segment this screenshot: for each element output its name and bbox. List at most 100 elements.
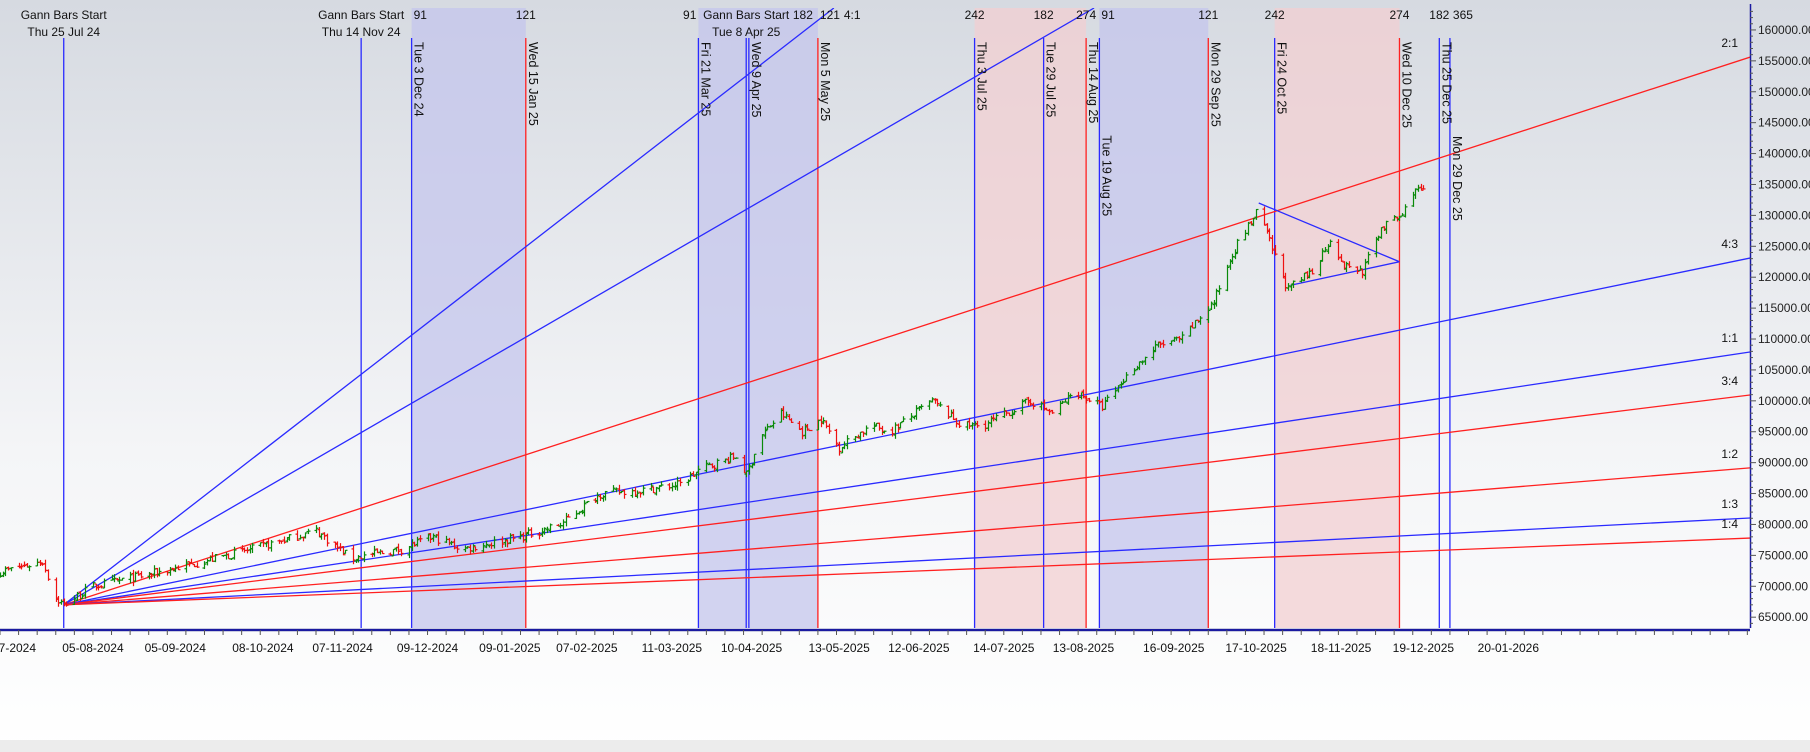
down-bar	[1347, 261, 1352, 268]
gann-angle-label: 1:1	[1721, 331, 1738, 345]
down-bar	[566, 514, 571, 518]
up-bar	[930, 397, 935, 403]
up-bar	[723, 458, 728, 464]
up-bar	[1246, 221, 1251, 236]
up-bar	[1217, 285, 1222, 295]
price-tick-label: 110000.00	[1758, 332, 1810, 346]
date-tick-label: 20-01-2026	[1478, 641, 1540, 655]
up-bar	[9, 567, 14, 572]
blue-time-zone	[698, 8, 818, 628]
down-bar	[335, 541, 340, 552]
up-bar	[938, 401, 943, 407]
down-bar	[388, 552, 393, 556]
down-bar	[1339, 254, 1344, 262]
up-bar	[157, 567, 162, 577]
up-bar	[481, 543, 486, 553]
up-bar	[1116, 385, 1121, 393]
event-date-label: Thu 14 Aug 25	[1086, 42, 1100, 123]
down-bar	[1084, 396, 1089, 404]
down-bar	[1310, 268, 1315, 275]
down-bar	[261, 538, 266, 547]
up-bar	[484, 540, 489, 549]
up-bar	[919, 404, 924, 410]
up-bar	[548, 523, 553, 534]
price-axis[interactable]: 65000.00 70000.00 75000.00 80000.00 85000.00…	[1749, 4, 1810, 628]
up-bar	[1400, 213, 1405, 217]
bar-count-label: 274	[1389, 8, 1409, 22]
down-bar	[399, 548, 404, 557]
up-bar	[27, 565, 32, 572]
up-bar	[1020, 399, 1025, 415]
up-bar	[362, 551, 367, 563]
date-tick-label: 09-01-2025	[479, 641, 541, 655]
gann-angle-label: 1:4	[1721, 517, 1738, 531]
down-bar	[189, 558, 194, 564]
blue-time-zone	[1099, 8, 1209, 628]
up-bar	[75, 591, 80, 601]
down-bar	[1097, 399, 1102, 405]
down-bar	[678, 477, 683, 487]
bar-count-label: 91	[1101, 8, 1115, 22]
down-bar	[1355, 266, 1360, 274]
down-bar	[295, 530, 300, 541]
up-bar	[1320, 248, 1325, 262]
up-bar	[784, 411, 789, 419]
up-bar	[1124, 372, 1129, 382]
up-bar	[901, 416, 906, 423]
down-bar	[6, 566, 11, 571]
bar-count-label: 242	[965, 8, 985, 22]
date-axis[interactable]: 03-07-2024 05-08-2024 05-09-2024 08-10-2024…	[0, 628, 1750, 655]
gann-angle-label: 2:1	[1721, 36, 1738, 50]
up-bar	[611, 485, 616, 492]
up-bar	[1105, 394, 1110, 403]
up-bar	[1379, 226, 1384, 239]
down-bar	[418, 535, 423, 543]
up-bar	[768, 425, 773, 428]
up-bar	[1291, 280, 1296, 289]
up-bar	[821, 417, 826, 425]
event-date-label: Tue 19 Aug 25	[1099, 135, 1113, 216]
up-bar	[1397, 215, 1402, 222]
blue-time-zone	[411, 8, 526, 628]
gann-fan-line	[63, 8, 1095, 606]
up-bar	[1113, 386, 1118, 399]
price-tick-label: 115000.00	[1758, 301, 1810, 315]
up-bar	[287, 534, 292, 541]
bar-count-label: 242	[1265, 8, 1285, 22]
bar-count-label: 121	[820, 8, 840, 22]
up-bar	[1392, 215, 1397, 221]
date-tick-label: 10-04-2025	[721, 641, 783, 655]
price-tick-label: 135000.00	[1758, 177, 1810, 191]
up-bar	[59, 599, 64, 605]
gann-fan-line	[63, 257, 1750, 606]
down-bar	[428, 532, 433, 544]
up-bar	[213, 554, 218, 563]
up-bar	[1366, 251, 1371, 265]
up-bar	[585, 500, 590, 504]
price-tick-label: 145000.00	[1758, 116, 1810, 130]
date-tick-label: 05-08-2024	[62, 641, 124, 655]
down-bar	[64, 601, 69, 607]
up-bar	[1039, 401, 1044, 411]
down-bar	[935, 398, 940, 407]
down-bar	[1028, 398, 1033, 406]
down-bar	[651, 486, 656, 494]
price-tick-label: 150000.00	[1758, 85, 1810, 99]
event-date-label: Wed 15 Jan 25	[526, 42, 540, 126]
event-date-label: Fri 21 Mar 25	[698, 42, 712, 116]
gann-fan	[63, 8, 1750, 606]
up-bar	[407, 545, 412, 559]
down-bar	[473, 546, 478, 552]
price-tick-label: 130000.00	[1758, 208, 1810, 222]
horizontal-scrollbar[interactable]	[0, 740, 1810, 752]
up-bar	[391, 548, 396, 557]
date-tick-label: 12-06-2025	[888, 641, 950, 655]
up-bar	[120, 577, 125, 581]
up-bar	[1121, 378, 1126, 385]
up-bar	[545, 526, 550, 534]
up-bar	[343, 549, 348, 554]
up-bar	[1063, 398, 1068, 403]
up-bar	[449, 540, 454, 546]
date-tick-label: 07-11-2024	[312, 641, 373, 655]
